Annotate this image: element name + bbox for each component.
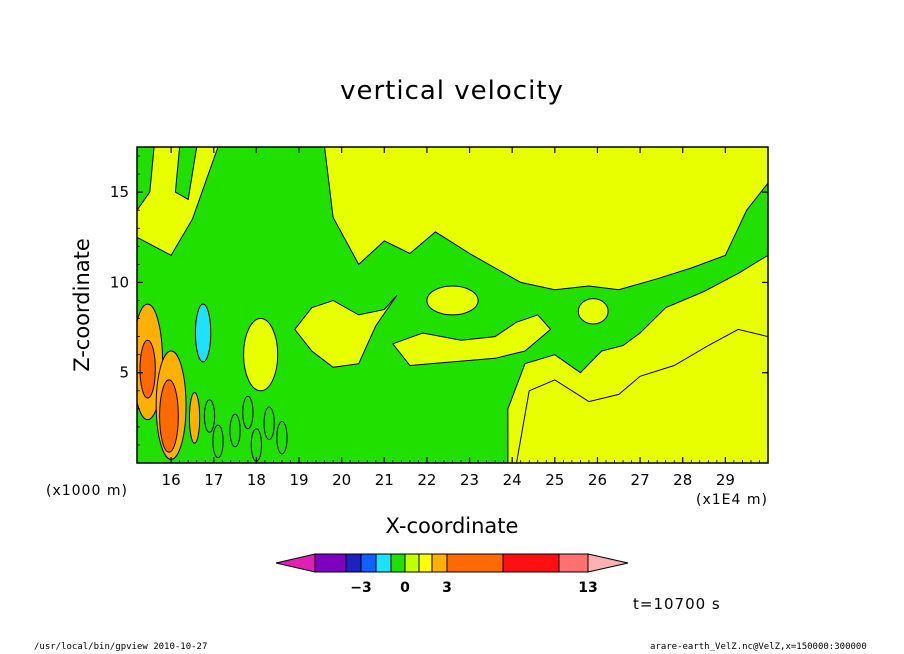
colorbar-segment: [446, 553, 504, 573]
positive-surface-region: [515, 328, 768, 463]
positive-blob-3: [243, 318, 279, 392]
y-tick-label: 10: [110, 273, 129, 291]
colorbar-segment-high: [587, 553, 629, 573]
x-tick-label: 22: [417, 471, 436, 489]
updraft-core-1: [139, 339, 156, 399]
y-tick-label: 15: [110, 183, 129, 201]
axis-ticks: 16 17 18 19 20 21 22 23 24 25 26 27 28 29 5 10 15: [110, 147, 769, 489]
y-axis-label: Z-coordinate: [70, 238, 94, 372]
colorbar-segment: [375, 553, 392, 573]
surface-cell-2: [250, 428, 262, 462]
x-tick-label: 20: [332, 471, 351, 489]
negative-streak: [174, 147, 198, 201]
x-tick-label: 21: [375, 471, 394, 489]
positive-pocket-2: [391, 314, 552, 367]
x-tick-label: 28: [673, 471, 692, 489]
surface-cell-3: [263, 406, 275, 441]
surface-cell-4: [242, 395, 254, 430]
x-tick-label: 17: [204, 471, 223, 489]
positive-blob-2: [577, 298, 609, 325]
x-tick-label: 19: [289, 471, 308, 489]
time-label: t=10700 s: [633, 595, 721, 613]
updraft-core-2: [159, 379, 179, 453]
colorbar-segment: [345, 553, 362, 573]
footer-program-info: /usr/local/bin/gpview 2010-10-27: [34, 642, 208, 652]
chart-title: vertical velocity: [340, 76, 564, 106]
contour-field: [137, 147, 768, 463]
surface-cell-1: [229, 413, 241, 448]
downdraft-core: [194, 303, 212, 363]
colorbar-segment: [404, 553, 420, 573]
x-tick-label: 27: [631, 471, 650, 489]
colorbar: −3 0 3 13: [275, 553, 629, 596]
x-axis-unit: (x1E4 m): [696, 492, 768, 508]
colorbar-segment-low: [275, 553, 316, 573]
x-axis-label: X-coordinate: [385, 514, 519, 538]
footer-data-source: arare-earth_VelZ.nc@VelZ,x=150000:300000: [650, 642, 867, 652]
x-tick-label: 25: [545, 471, 564, 489]
x-tick-label: 18: [247, 471, 266, 489]
colorbar-segment: [558, 553, 589, 573]
positive-pocket-1: [294, 294, 398, 368]
y-tick-label: 5: [119, 364, 129, 382]
x-tick-label: 26: [588, 471, 607, 489]
x-tick-label: 16: [162, 471, 181, 489]
colorbar-tick-label: 0: [400, 580, 410, 596]
surface-cell-6: [276, 420, 288, 455]
surface-cell-5: [203, 399, 216, 433]
colorbar-tick-label: −3: [350, 580, 371, 596]
colorbar-tick-label: 3: [442, 580, 452, 596]
y-axis-unit: (x1000 m): [46, 483, 128, 499]
x-tick-label: 24: [503, 471, 522, 489]
colorbar-segment: [314, 553, 347, 573]
colorbar-tick-label: 13: [578, 580, 597, 596]
surface-cell-0: [212, 424, 224, 459]
colorbar-segment: [431, 553, 448, 573]
colorbar-segment: [418, 553, 433, 573]
updraft-outer-3: [188, 392, 201, 444]
x-tick-label: 29: [716, 471, 735, 489]
colorbar-segment: [502, 553, 560, 573]
negative-edge-top: [137, 147, 155, 212]
colorbar-segment: [360, 553, 377, 573]
x-tick-label: 23: [460, 471, 479, 489]
positive-blob-1: [426, 285, 479, 316]
colorbar-segment: [390, 553, 406, 573]
